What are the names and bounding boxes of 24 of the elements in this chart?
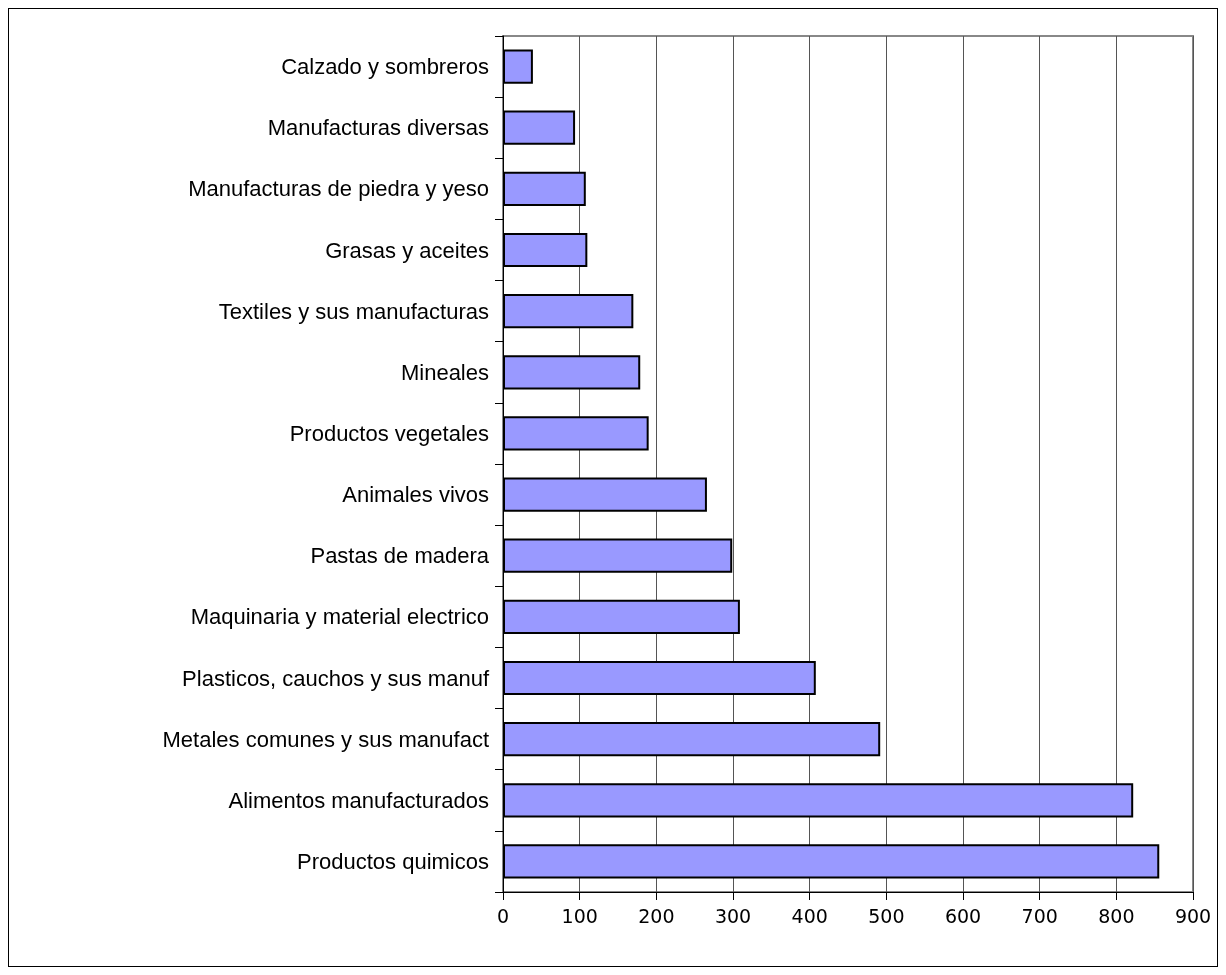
y-tick-label: Manufacturas diversas	[267, 115, 489, 141]
y-tick-label: Animales vivos	[342, 482, 489, 508]
y-tick-label: Productos quimicos	[297, 848, 489, 874]
y-tick-label: Pastas de madera	[310, 543, 490, 569]
y-tick-label: Mineales	[400, 359, 489, 385]
y-tick-label: Grasas y aceites	[325, 237, 489, 263]
x-tick-label: 800	[1098, 904, 1135, 927]
x-tick-label: 200	[638, 904, 675, 927]
y-tick-label: Calzado y sombreros	[281, 54, 489, 80]
x-tick-label: 500	[868, 904, 905, 927]
x-tick-label: 300	[714, 904, 752, 927]
x-tick-label: 700	[1021, 904, 1058, 927]
y-tick-label: Maquinaria y material electrico	[190, 604, 489, 630]
x-tick-label: 100	[561, 904, 598, 927]
y-tick-label: Metales comunes y sus manufact	[162, 726, 489, 752]
x-tick-label: 0	[496, 904, 510, 927]
y-tick-label: Textiles y sus manufacturas	[218, 298, 489, 324]
y-tick-label: Manufacturas de piedra y yeso	[188, 176, 489, 202]
y-tick-label: Productos vegetales	[289, 420, 489, 446]
y-tick-label: Alimentos manufacturados	[228, 787, 489, 813]
x-tick-label: 900	[1174, 904, 1212, 927]
x-tick-label: 400	[791, 904, 828, 927]
y-tick-label: Plasticos, cauchos y sus manuf	[182, 665, 490, 691]
x-tick-label: 600	[944, 904, 982, 927]
